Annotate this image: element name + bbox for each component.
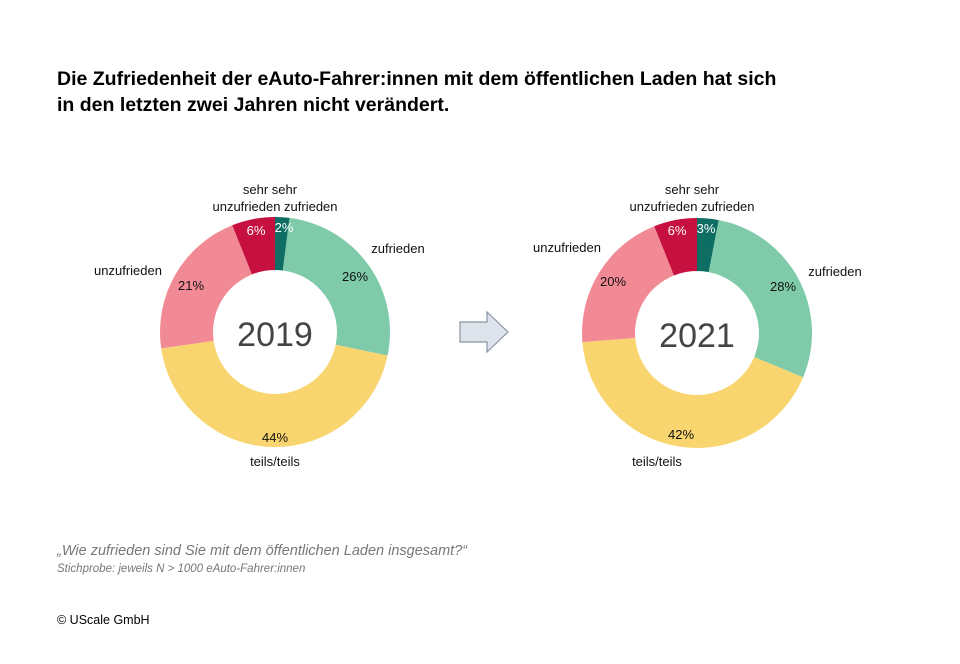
category-label-teils: teils/teils <box>250 454 300 469</box>
category-label-sehr-line2: unzufrieden zufrieden <box>629 199 754 214</box>
donut-slice-2019-1 <box>282 217 390 356</box>
value-label: 6% <box>668 223 687 238</box>
survey-question: „Wie zufrieden sind Sie mit dem öffentli… <box>57 543 468 559</box>
donut-slice-2021-4 <box>654 218 697 276</box>
value-label: 42% <box>668 427 694 442</box>
category-label-teils: teils/teils <box>632 454 682 469</box>
arrow-right-icon <box>459 310 509 354</box>
title-line-2: in den letzten zwei Jahren nicht verände… <box>57 94 450 116</box>
donut-slice-2021-2 <box>582 337 804 448</box>
copyright: © UScale GmbH <box>57 613 150 627</box>
category-label-sehr: sehr sehr <box>243 182 298 197</box>
value-label: 26% <box>342 269 368 284</box>
value-label: 3% <box>697 221 716 236</box>
category-label-zufrieden: zufrieden <box>371 241 424 256</box>
category-label-sehr: sehr sehr <box>665 182 720 197</box>
donut-slice-2019-3 <box>160 225 252 349</box>
value-label: 44% <box>262 430 288 445</box>
category-label-zufrieden: zufrieden <box>808 264 861 279</box>
donut-slice-2021-0 <box>697 218 719 273</box>
value-label: 20% <box>600 274 626 289</box>
donut-slice-2019-2 <box>161 340 388 447</box>
donut-slice-2021-1 <box>708 220 812 378</box>
value-label: 6% <box>247 223 266 238</box>
chart-title: Die Zufriedenheit der eAuto-Fahrer:innen… <box>57 66 776 118</box>
title-line-1: Die Zufriedenheit der eAuto-Fahrer:innen… <box>57 68 777 90</box>
sample-note: Stichprobe: jeweils N > 1000 eAuto-Fahre… <box>57 563 306 575</box>
donut-slice-2021-3 <box>581 226 674 343</box>
center-year-label: 2019 <box>237 316 313 354</box>
category-label-unzufrieden: unzufrieden <box>94 263 162 278</box>
donut-slice-2019-0 <box>275 217 290 271</box>
category-label-unzufrieden: unzufrieden <box>533 240 601 255</box>
category-label-sehr-line2: unzufrieden zufrieden <box>212 199 337 214</box>
value-label: 2% <box>275 220 294 235</box>
value-label: 28% <box>770 279 796 294</box>
center-year-label: 2021 <box>659 317 735 355</box>
value-label: 21% <box>178 278 204 293</box>
donut-slice-2019-4 <box>232 217 275 275</box>
